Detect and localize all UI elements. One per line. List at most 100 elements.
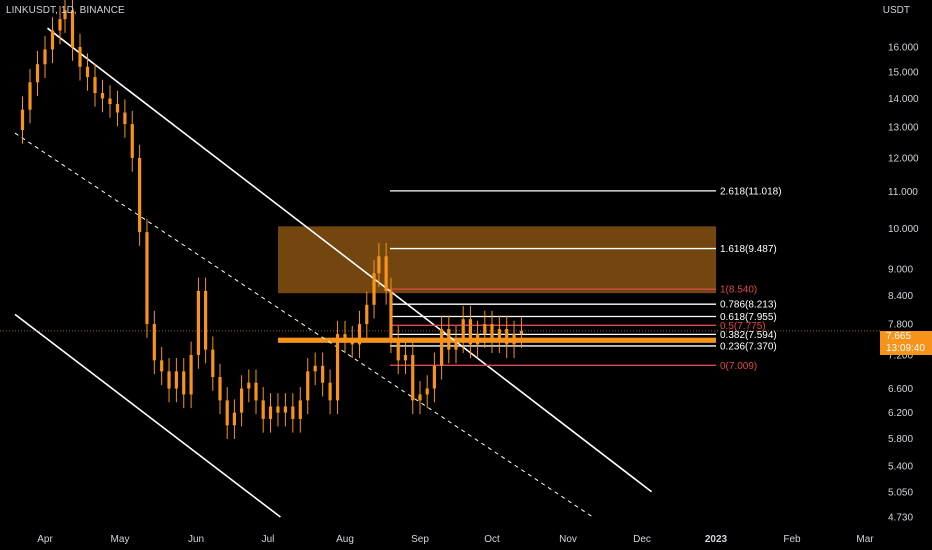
y-tick-4: 12.000 — [888, 153, 919, 164]
candle-body — [306, 371, 310, 401]
x-tick-3: Jul — [262, 534, 275, 545]
candle-body — [70, 10, 75, 48]
y-tick-8: 8.400 — [888, 291, 913, 302]
y-tick-16: 4.730 — [888, 513, 913, 524]
candle-body — [497, 329, 501, 340]
candle-body — [377, 256, 381, 274]
x-axis[interactable]: Apr May Jun Jul Aug Sep Oct Nov Dec 2023 Feb Mar — [37, 534, 874, 545]
y-tick-15: 5.050 — [888, 487, 913, 498]
candle-body — [20, 109, 25, 131]
candle-body — [447, 329, 451, 350]
channel-line-2 — [14, 132, 593, 518]
candle-body — [261, 400, 265, 419]
candle-body — [440, 329, 444, 366]
candle-body — [483, 324, 487, 335]
candle-body — [145, 232, 149, 325]
candle-body — [276, 406, 280, 413]
candle-body — [225, 400, 229, 426]
y-axis[interactable]: 16.000 15.000 14.000 13.000 12.000 11.000 10.0… — [888, 43, 919, 524]
candle-body — [365, 304, 369, 325]
candle-body — [328, 382, 332, 401]
candle-body — [396, 339, 400, 361]
y-tick-9: 7.800 — [888, 320, 913, 331]
x-tick-10: Feb — [783, 534, 801, 545]
symbol-label[interactable]: LINKUSDT, 1D, BINANCE — [6, 5, 125, 16]
y-tick-6: 10.000 — [888, 224, 919, 235]
candle-body — [35, 64, 40, 83]
fib-label-3: 0.786(8.213) — [720, 300, 777, 311]
candle-body — [432, 365, 436, 389]
y-tick-10: 7.200 — [888, 350, 913, 361]
support-band — [278, 337, 716, 343]
candle-body — [189, 354, 193, 395]
y-tick-5: 11.000 — [888, 187, 918, 198]
candle-body — [63, 10, 67, 20]
candle-body — [283, 406, 287, 413]
y-tick-14: 5.400 — [888, 461, 913, 472]
candle-body — [130, 124, 134, 158]
candle-body — [321, 365, 325, 383]
supply-zone — [278, 226, 716, 294]
candle-body — [461, 319, 465, 340]
fib-label-6: 0.382(7.594) — [720, 330, 777, 341]
candle-body — [490, 324, 494, 340]
candle-body — [123, 112, 127, 125]
candle-body — [160, 360, 164, 372]
candle-body — [232, 412, 236, 426]
x-tick-0: Apr — [37, 534, 53, 545]
candle-body — [350, 339, 354, 345]
x-tick-11: Mar — [856, 534, 874, 545]
currency-label: USDT — [882, 5, 910, 16]
x-tick-2: Jun — [188, 534, 204, 545]
candle-body — [108, 98, 112, 105]
fib-label-4: 0.618(7.955) — [720, 312, 777, 323]
candle-body — [505, 329, 509, 345]
candle-body — [519, 330, 524, 335]
candle-body — [218, 377, 222, 401]
last-price-tag: 7.665 13:09:40 — [880, 331, 932, 355]
y-tick-13: 5.800 — [888, 434, 913, 445]
candle-body — [182, 371, 186, 395]
fib-label-5: 0.5(7.775) — [720, 321, 766, 332]
candle-body — [211, 349, 215, 378]
candle-body — [93, 77, 97, 94]
y-tick-0: 16.000 — [888, 43, 919, 54]
y-tick-7: 9.000 — [888, 264, 913, 275]
y-tick-11: 6.600 — [888, 384, 913, 395]
x-tick-8: Dec — [633, 534, 651, 545]
fib-label-8: 0(7.009) — [720, 361, 757, 372]
candle-body — [240, 388, 244, 413]
y-tick-2: 14.000 — [888, 94, 919, 105]
bar-countdown: 13:09:40 — [886, 343, 925, 354]
channel-lines-layer — [14, 27, 653, 518]
y-tick-1: 15.000 — [888, 67, 919, 78]
candle-body — [152, 324, 156, 361]
candle-body — [78, 47, 82, 67]
candle-body — [43, 49, 47, 65]
y-tick-12: 6.200 — [888, 408, 913, 419]
candles-layer — [20, 0, 524, 440]
candle-body — [167, 371, 171, 389]
candle-body — [372, 273, 376, 305]
candle-body — [28, 82, 32, 110]
candle-body — [254, 382, 258, 401]
x-tick-7: Nov — [559, 534, 577, 545]
fib-label-7: 0.236(7.370) — [720, 341, 777, 352]
channel-line-3 — [14, 313, 281, 518]
candle-body — [418, 394, 422, 401]
candle-body — [58, 19, 62, 31]
candle-body — [247, 382, 251, 389]
x-tick-6: Oct — [484, 534, 500, 545]
candle-body — [268, 406, 273, 419]
candle-body — [403, 354, 408, 361]
candle-body — [100, 93, 105, 99]
candle-body — [389, 290, 393, 340]
fib-levels-layer: 2.618(11.018) 1.618(9.487) 1(8.540) 0.786(8… — [390, 186, 782, 372]
candle-body — [468, 319, 472, 345]
candle-body — [411, 354, 415, 401]
candle-body — [454, 339, 458, 350]
candle-body — [476, 334, 480, 345]
candle-body — [343, 334, 347, 340]
candle-body — [196, 290, 200, 355]
